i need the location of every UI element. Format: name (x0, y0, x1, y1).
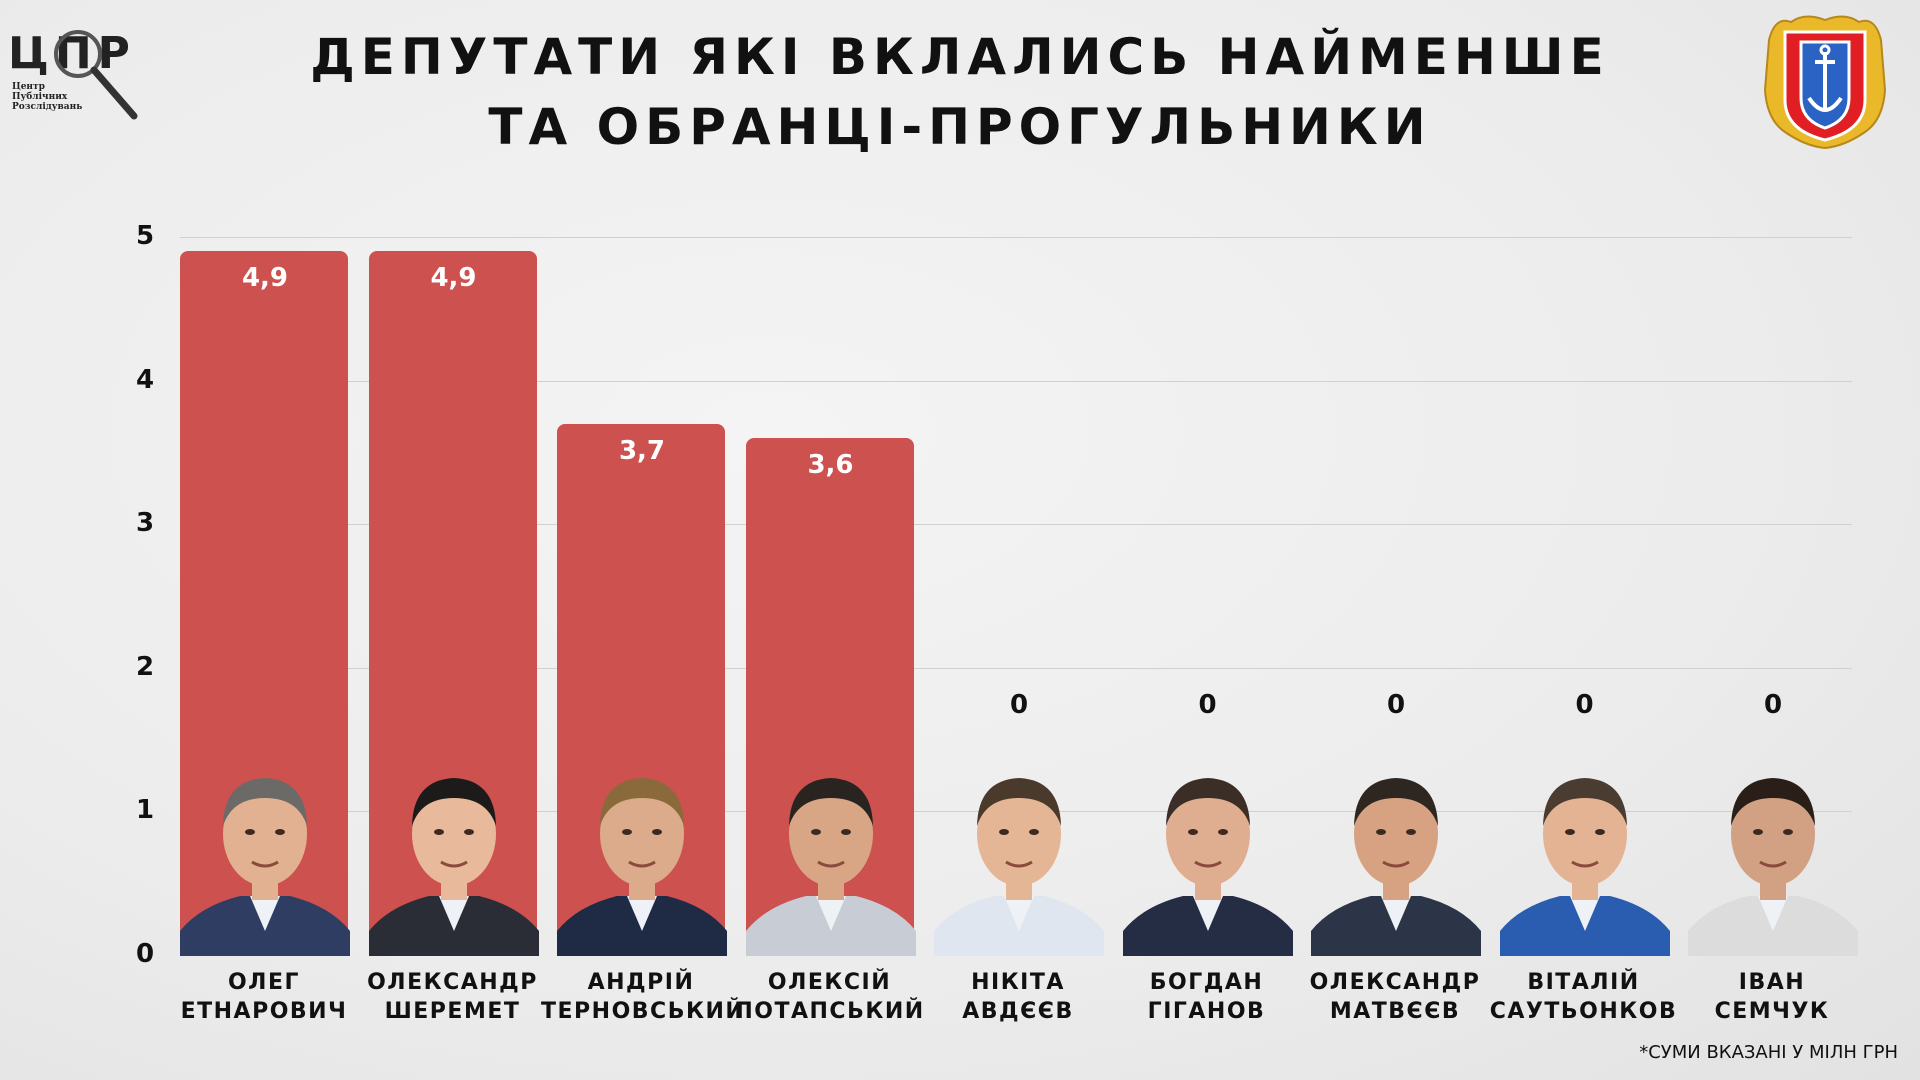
gridline (180, 237, 1852, 238)
x-category-label-line: ОЛЕКСАНДР (367, 970, 538, 995)
bar-value-label: 0 (1763, 690, 1783, 720)
y-tick-label: 5 (135, 221, 155, 251)
gridline (180, 667, 1852, 669)
logo-subtitle-line: Розслідувань (12, 102, 83, 112)
person-photo (180, 746, 350, 956)
bar-value-label: 0 (1575, 690, 1594, 720)
x-category-label-line: САУТЬОНКОВ (1489, 999, 1678, 1024)
magnifier-icon (54, 30, 138, 120)
logo-subtitle-line: Публічних (12, 92, 68, 102)
x-category-label: ОЛЕГ ЕТНАРОВИЧ (164, 968, 364, 1026)
x-category-label-line: АНДРІЙ (587, 970, 695, 995)
x-category-label-line: ШЕРЕМЕТ (384, 999, 521, 1024)
logo: ЦПР Центр Публічних Розслідувань (8, 28, 138, 120)
person-photo (557, 746, 727, 956)
x-category-label-line: ТЕРНОВСЬКИЙ (541, 999, 746, 1024)
x-category-label: ІВАН СЕМЧУК (1672, 968, 1872, 1026)
x-category-label-line: ПОТАПСЬКИЙ (734, 999, 925, 1024)
x-category-label-line: НІКІТА (971, 970, 1065, 995)
y-tick-label: 0 (135, 939, 155, 969)
chart-title: ДЕПУТАТИ ЯКІ ВКЛАЛИСЬ НАЙМЕНШЕ ТА ОБРАНЦ… (0, 22, 1920, 162)
x-category-label-line: СЕМЧУК (1714, 999, 1830, 1024)
person-photo (1499, 746, 1670, 956)
odesa-oblast-coat-of-arms-icon (1755, 10, 1895, 150)
person-photo (1122, 746, 1293, 956)
x-category-label-line: ЕТНАРОВИЧ (180, 999, 348, 1024)
chart-title-line-1: ДЕПУТАТИ ЯКІ ВКЛАЛИСЬ НАЙМЕНШЕ (310, 28, 1610, 86)
bar-value-label: 4,9 (241, 263, 289, 294)
person-photo (934, 746, 1104, 956)
x-category-label-line: ОЛЕКСАНДР (1309, 970, 1481, 995)
logo-subtitle-line: Центр (12, 82, 45, 92)
x-category-label-line: ОЛЕКСІЙ (767, 970, 892, 995)
person-photo (1311, 746, 1481, 956)
bar-value-label: 0 (1198, 690, 1217, 720)
x-category-label-line: ОЛЕГ (227, 970, 301, 995)
chart-title-line-2: ТА ОБРАНЦІ-ПРОГУЛЬНИКИ (488, 98, 1432, 156)
x-category-label-line: ВІТАЛІЙ (1527, 970, 1640, 995)
x-category-label: НІКІТА АВДЄЄВ (918, 968, 1118, 1026)
x-category-label-line: БОГДАН (1149, 970, 1264, 995)
x-category-label-line: ІВАН (1738, 970, 1806, 995)
y-tick-label: 2 (135, 651, 155, 682)
bar-value-label: 4,9 (430, 263, 477, 294)
logo-subtitle: Центр Публічних Розслідувань (12, 82, 82, 112)
x-category-label: ОЛЕКСАНДР МАТВЄЄВ (1295, 968, 1495, 1026)
gridline (180, 380, 1852, 382)
x-category-label-line: ГІГАНОВ (1147, 999, 1266, 1024)
gridline (180, 524, 1852, 526)
person-photo (745, 746, 916, 956)
bar-value-label: 3,7 (618, 435, 666, 466)
x-category-label: ВІТАЛІЙ САУТЬОНКОВ (1484, 968, 1684, 1026)
x-category-label: ОЛЕКСАНДР ШЕРЕМЕТ (353, 968, 553, 1026)
bar-value-label: 0 (1386, 690, 1406, 720)
y-tick-label: 3 (135, 508, 155, 539)
bar-value-label: 0 (1009, 690, 1029, 720)
x-category-label-line: МАТВЄЄВ (1329, 999, 1461, 1024)
y-tick-label: 1 (135, 795, 155, 826)
person-photo (1688, 746, 1858, 956)
x-category-label: ОЛЕКСІЙ ПОТАПСЬКИЙ (730, 968, 930, 1026)
bar-value-label: 3,6 (807, 450, 854, 481)
y-tick-label: 4 (135, 364, 155, 395)
footnote: *СУМИ ВКАЗАНІ У МІЛН ГРН (1639, 1042, 1898, 1063)
x-category-label-line: АВДЄЄВ (962, 999, 1074, 1024)
logo-text: ЦПР (8, 28, 136, 79)
x-category-label: БОГДАН ГІГАНОВ (1107, 968, 1307, 1026)
x-category-label: АНДРІЙ ТЕРНОВСЬКИЙ (541, 968, 746, 1026)
person-photo (368, 746, 539, 956)
